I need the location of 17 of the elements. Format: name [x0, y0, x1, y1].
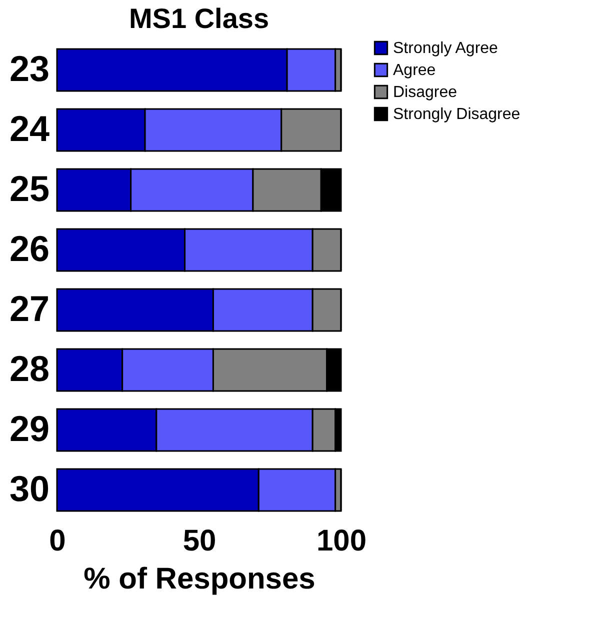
y-tick-label: 30: [9, 468, 50, 509]
y-tick-label: 24: [9, 108, 50, 149]
y-tick-label: 29: [9, 408, 50, 449]
x-tick-label: 100: [316, 524, 367, 558]
legend-label: Strongly Disagree: [393, 106, 520, 123]
x-tick-label: 0: [49, 524, 66, 558]
legend-label: Agree: [393, 62, 436, 79]
x-axis-title: % of Responses: [84, 562, 316, 596]
y-tick-label: 26: [9, 228, 50, 269]
y-tick-label: 23: [9, 48, 50, 89]
legend-label: Disagree: [393, 84, 458, 101]
chart-title: MS1 Class: [128, 3, 270, 34]
x-tick-label: 50: [182, 524, 216, 558]
legend-label: Strongly Agree: [393, 40, 498, 57]
y-tick-label: 28: [9, 348, 50, 389]
y-tick-label: 25: [9, 168, 50, 209]
y-tick-label: 27: [9, 288, 50, 329]
